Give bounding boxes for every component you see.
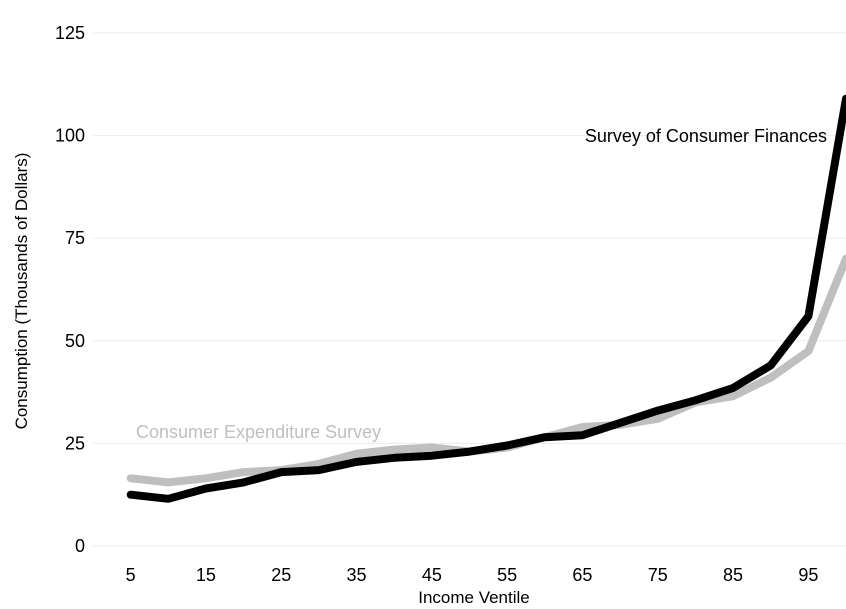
y-tick-label-0: 0 [75,536,85,556]
x-tick-label-95: 95 [798,565,818,585]
y-tick-label-50: 50 [65,331,85,351]
x-tick-label-35: 35 [347,565,367,585]
x-tick-label-85: 85 [723,565,743,585]
x-tick-label-15: 15 [196,565,216,585]
x-tick-label-65: 65 [572,565,592,585]
series-label-survey-of-consumer-finances: Survey of Consumer Finances [585,126,827,146]
gridlines [93,32,846,547]
x-axis-title: Income Ventile [418,588,530,607]
x-tick-label-5: 5 [126,565,136,585]
y-tick-labels: 0 25 50 75 100 125 [55,23,85,556]
x-tick-label-55: 55 [497,565,517,585]
x-tick-label-25: 25 [271,565,291,585]
y-tick-label-125: 125 [55,23,85,43]
x-tick-label-75: 75 [648,565,668,585]
series-label-consumer-expenditure-survey: Consumer Expenditure Survey [136,422,381,442]
x-tick-labels: 5 15 25 35 45 55 65 75 85 95 [126,565,819,585]
y-tick-label-100: 100 [55,126,85,146]
series-line-survey-of-consumer-finances [126,94,846,503]
y-tick-label-75: 75 [65,228,85,248]
y-axis-title: Consumption (Thousands of Dollars) [12,153,31,430]
x-tick-label-45: 45 [422,565,442,585]
series-lines [126,94,846,503]
y-tick-label-25: 25 [65,433,85,453]
